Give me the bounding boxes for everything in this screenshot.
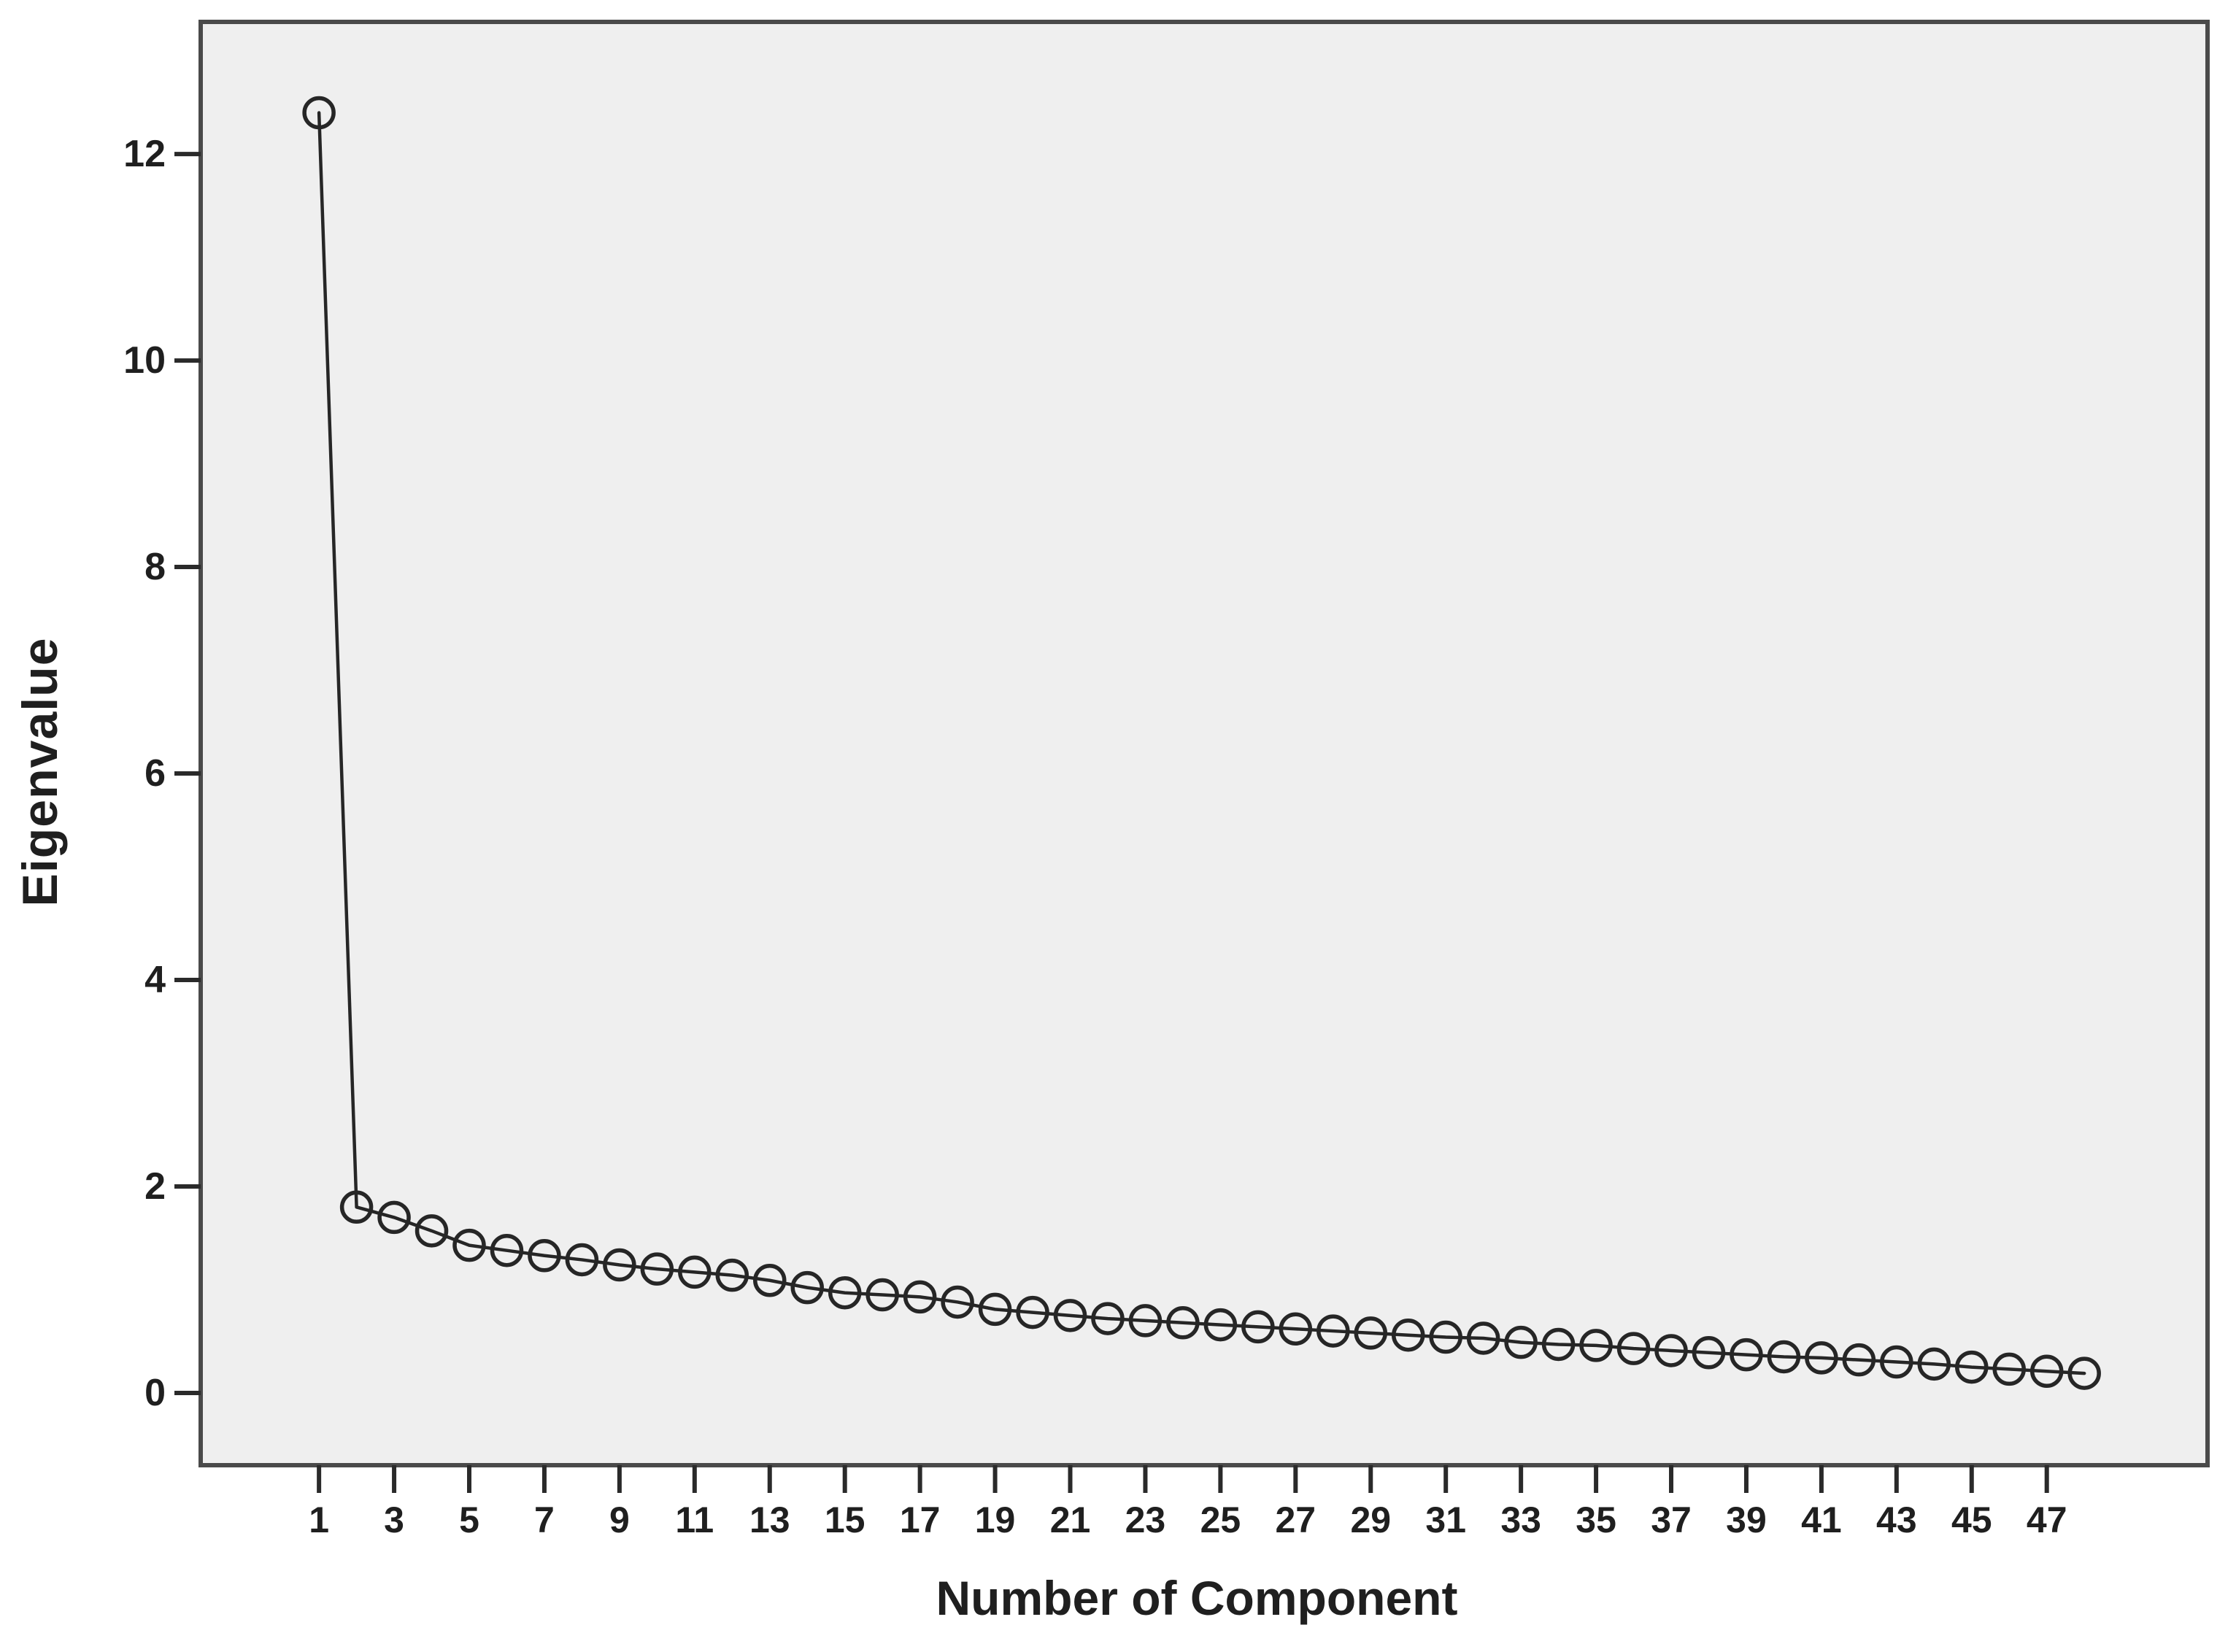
- data-point-marker: [377, 1200, 411, 1235]
- x-tick-label: 11: [675, 1499, 714, 1540]
- data-point-marker: [1053, 1299, 1087, 1332]
- x-tick-label: 47: [2027, 1499, 2067, 1540]
- data-point-marker: [978, 1292, 1012, 1327]
- data-point-marker: [452, 1228, 486, 1262]
- x-tick-label: 13: [749, 1499, 790, 1540]
- y-tick-label: 8: [144, 546, 166, 588]
- data-point-marker: [640, 1252, 674, 1286]
- data-point-marker: [1541, 1327, 1576, 1362]
- plot-frame: [198, 20, 2210, 1467]
- y-tick-label: 12: [123, 133, 166, 175]
- x-tick-label: 41: [1801, 1499, 1842, 1540]
- data-point-marker: [1203, 1308, 1238, 1342]
- x-tick-label: 21: [1050, 1499, 1091, 1540]
- x-axis-title: Number of Component: [936, 1571, 1458, 1625]
- data-point-marker: [1692, 1336, 1726, 1370]
- data-point-marker: [1504, 1325, 1538, 1359]
- y-tick-label: 2: [144, 1165, 166, 1208]
- data-point-marker: [1805, 1341, 1838, 1375]
- data-point-marker: [1429, 1320, 1462, 1354]
- data-point-marker: [1166, 1305, 1200, 1340]
- x-tick-label: 17: [900, 1499, 941, 1540]
- data-point-marker: [1128, 1304, 1163, 1338]
- data-point-marker: [2029, 1354, 2064, 1388]
- data-point-marker: [1354, 1316, 1388, 1350]
- x-tick-label: 43: [1876, 1499, 1917, 1540]
- data-point-marker: [1730, 1338, 1763, 1372]
- data-point-marker: [2067, 1356, 2101, 1390]
- data-point-marker: [565, 1243, 599, 1277]
- x-tick-label: 19: [975, 1499, 1016, 1540]
- x-tick-label: 37: [1651, 1499, 1692, 1540]
- x-tick-label: 31: [1425, 1499, 1466, 1540]
- x-tick-label: 39: [1726, 1499, 1767, 1540]
- y-tick-label: 10: [123, 339, 166, 382]
- data-point-marker: [941, 1285, 974, 1319]
- x-tick-label: 15: [825, 1499, 866, 1540]
- x-tick-label: 25: [1200, 1499, 1241, 1540]
- x-tick-label: 29: [1350, 1499, 1391, 1540]
- data-point-marker: [1880, 1345, 1913, 1379]
- data-point-marker: [528, 1239, 561, 1273]
- y-tick-label: 4: [144, 959, 166, 1001]
- data-point-marker: [1091, 1302, 1125, 1335]
- data-point-marker: [1579, 1329, 1613, 1362]
- data-point-marker: [1466, 1321, 1500, 1355]
- x-tick-label: 1: [309, 1499, 329, 1540]
- x-tick-label: 5: [459, 1499, 479, 1540]
- data-point-marker: [1654, 1334, 1688, 1367]
- y-axis-title: Eigenvalue: [12, 637, 68, 907]
- data-point-marker: [1616, 1332, 1651, 1365]
- data-point-marker: [1279, 1312, 1313, 1346]
- data-point-marker: [790, 1270, 824, 1305]
- data-point-marker: [1241, 1310, 1275, 1344]
- data-point-marker: [828, 1275, 862, 1310]
- y-tick-label: 0: [144, 1372, 166, 1414]
- x-tick-label: 33: [1500, 1499, 1541, 1540]
- data-point-marker: [1316, 1314, 1350, 1348]
- data-point-marker: [1391, 1318, 1425, 1352]
- data-point-marker: [1992, 1352, 2026, 1386]
- data-point-marker: [415, 1214, 449, 1248]
- data-point-marker: [1955, 1350, 1989, 1384]
- data-point-marker: [1767, 1340, 1801, 1374]
- data-point-marker: [1842, 1343, 1876, 1377]
- x-tick-label: 35: [1576, 1499, 1616, 1540]
- data-point-marker: [1917, 1347, 1951, 1381]
- x-tick-label: 45: [1951, 1499, 1992, 1540]
- x-tick-label: 23: [1125, 1499, 1166, 1540]
- y-tick-label: 6: [144, 752, 166, 795]
- data-point-marker: [715, 1258, 749, 1292]
- data-point-marker: [903, 1280, 937, 1314]
- data-point-marker: [678, 1255, 712, 1289]
- x-tick-label: 7: [534, 1499, 555, 1540]
- data-point-marker: [302, 96, 336, 130]
- data-point-marker: [866, 1278, 899, 1312]
- data-point-marker: [753, 1263, 787, 1297]
- data-point-marker: [490, 1233, 524, 1267]
- data-point-marker: [1016, 1295, 1049, 1329]
- x-tick-label: 27: [1276, 1499, 1316, 1540]
- x-tick-label: 9: [609, 1499, 630, 1540]
- x-tick-label: 3: [384, 1499, 404, 1540]
- data-point-marker: [603, 1248, 636, 1282]
- scree-line: [317, 111, 2086, 1375]
- data-point-marker: [339, 1190, 374, 1224]
